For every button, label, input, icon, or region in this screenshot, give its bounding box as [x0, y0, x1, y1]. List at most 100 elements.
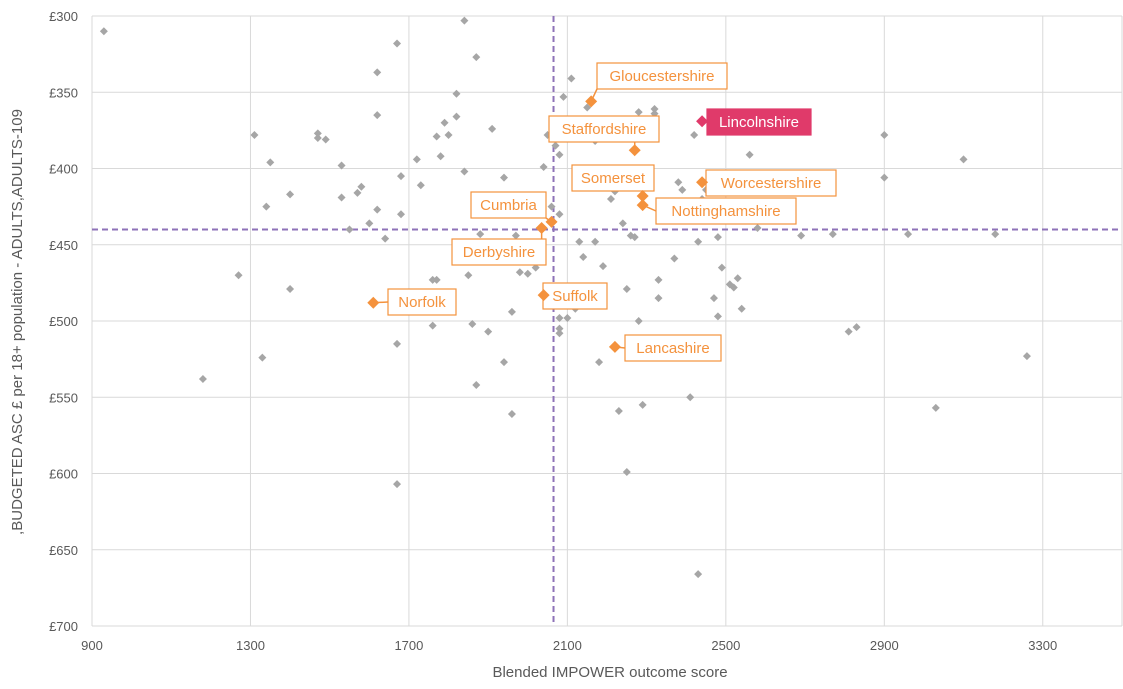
callout-suffolk: Suffolk — [537, 282, 608, 310]
callout-lincolnshire: Lincolnshire — [696, 108, 812, 136]
data-point — [436, 152, 445, 161]
data-point — [733, 274, 742, 283]
data-point — [507, 307, 516, 316]
data-point — [797, 231, 806, 240]
data-point — [313, 129, 322, 138]
callout-label: Gloucestershire — [609, 68, 714, 85]
data-point — [531, 263, 540, 272]
callout-label: Worcestershire — [721, 175, 822, 192]
data-point — [511, 231, 520, 240]
data-point — [591, 237, 600, 246]
data-point — [507, 410, 516, 419]
data-point — [337, 193, 346, 202]
y-tick-label: £400 — [49, 162, 78, 177]
callout-label: Suffolk — [552, 288, 598, 305]
y-tick-label: £350 — [49, 85, 78, 100]
data-point — [753, 223, 762, 232]
data-point — [634, 108, 643, 117]
data-point — [880, 130, 889, 139]
x-tick-label: 1700 — [394, 638, 423, 653]
data-point — [464, 271, 473, 280]
data-point — [555, 210, 564, 219]
callout-box — [571, 164, 655, 192]
data-point — [365, 219, 374, 228]
callout-box — [596, 62, 728, 90]
data-point — [563, 313, 572, 322]
data-point — [444, 130, 453, 139]
data-point — [262, 202, 271, 211]
data-point — [555, 324, 564, 333]
data-point — [931, 403, 940, 412]
data-point — [250, 130, 259, 139]
callout-label: Staffordshire — [562, 121, 647, 138]
callout-gloucestershire: Gloucestershire — [585, 62, 728, 108]
data-point — [904, 230, 913, 239]
data-point — [674, 178, 683, 187]
x-axis-title: Blended IMPOWER outcome score — [492, 664, 727, 681]
data-point — [345, 225, 354, 234]
data-point — [844, 327, 853, 336]
data-point — [606, 195, 615, 203]
data-point — [393, 39, 402, 48]
data-point — [634, 317, 643, 325]
data-point — [595, 358, 604, 367]
data-point — [321, 135, 330, 144]
data-point — [745, 150, 754, 159]
data-point — [337, 161, 346, 170]
data-point — [828, 230, 837, 239]
data-point — [373, 111, 382, 120]
callout-box — [655, 197, 797, 225]
data-point — [654, 294, 663, 303]
highlighted-point — [628, 144, 641, 157]
data-point — [579, 252, 588, 261]
data-point — [551, 141, 560, 150]
data-point — [440, 118, 449, 127]
data-point — [500, 358, 508, 367]
data-point — [650, 105, 659, 114]
data-point — [286, 190, 295, 199]
callout-label: Norfolk — [398, 294, 446, 311]
data-point — [198, 374, 207, 383]
callout-box — [705, 169, 837, 197]
callout-label: Cumbria — [480, 197, 537, 214]
data-point — [500, 173, 508, 182]
callout-box — [706, 108, 812, 136]
highlighted-point — [696, 176, 709, 189]
data-point — [313, 134, 322, 142]
data-point — [622, 284, 631, 293]
data-point — [670, 254, 679, 263]
data-point — [373, 68, 382, 77]
grid-layer — [91, 15, 1123, 627]
data-point — [397, 172, 405, 181]
data-point — [694, 237, 703, 246]
data-point — [1022, 352, 1031, 361]
data-point — [476, 230, 485, 239]
data-point — [614, 406, 623, 415]
data-point — [991, 230, 1000, 239]
callout-label: Lincolnshire — [719, 114, 799, 131]
data-point — [523, 269, 532, 278]
data-point — [428, 321, 437, 330]
data-point — [381, 234, 390, 243]
callout-box — [451, 238, 547, 266]
data-point — [393, 480, 402, 489]
data-point — [713, 312, 722, 321]
data-point — [852, 323, 861, 332]
x-tick-label: 2100 — [553, 638, 582, 653]
callout-label: Somerset — [581, 170, 646, 187]
data-point — [488, 124, 497, 133]
callout-box — [470, 191, 547, 219]
callout-somerset: Somerset — [571, 164, 655, 202]
data-point — [559, 92, 568, 101]
y-tick-label: £700 — [49, 619, 78, 634]
data-point — [472, 381, 481, 390]
data-point — [622, 467, 631, 476]
data-point — [654, 275, 663, 284]
data-point — [599, 262, 608, 271]
data-point — [547, 202, 556, 211]
data-point — [472, 53, 481, 62]
data-point — [286, 284, 295, 293]
data-point — [959, 155, 968, 164]
data-point — [416, 181, 425, 190]
